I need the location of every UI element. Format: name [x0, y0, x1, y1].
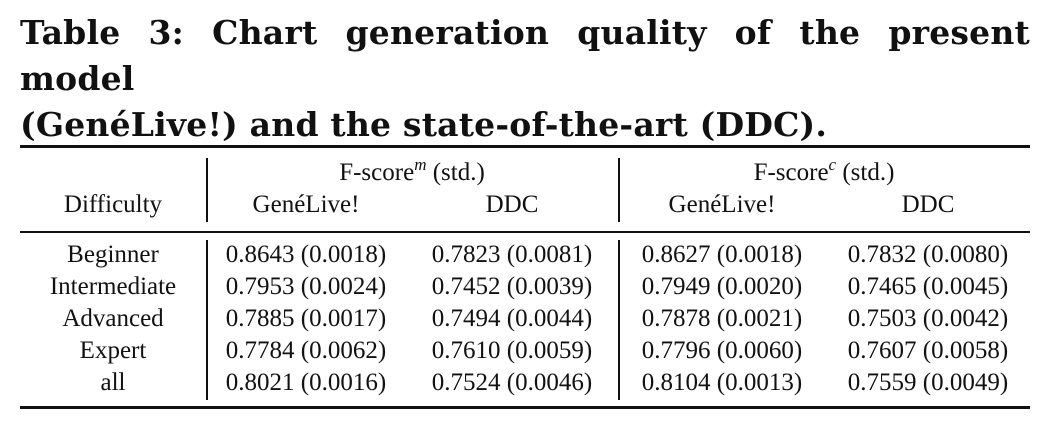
row-difficulty: Advanced — [62, 305, 164, 332]
table-cell: 0.7832 (0.0080) — [847, 241, 1009, 268]
table-cell: 0.7823 (0.0081) — [431, 241, 593, 268]
table-cell: 0.8643 (0.0018) — [225, 241, 387, 268]
table-cell: 0.7784 (0.0062) — [225, 337, 387, 364]
column-divider-1-body — [206, 240, 208, 400]
row-difficulty: Expert — [79, 337, 147, 364]
table-cell: 0.7503 (0.0042) — [847, 305, 1009, 332]
column-divider-2-body — [618, 240, 620, 400]
column-header-ddc-c: DDC — [901, 191, 955, 218]
row-difficulty: Beginner — [67, 241, 159, 268]
table-cell: 0.7796 (0.0060) — [641, 337, 803, 364]
table-cell: 0.7465 (0.0045) — [847, 273, 1009, 300]
column-header-ddc-m: DDC — [485, 191, 539, 218]
table-cell: 0.7949 (0.0020) — [641, 273, 803, 300]
table-cell: 0.7610 (0.0059) — [431, 337, 593, 364]
table-cell: 0.7452 (0.0039) — [431, 273, 593, 300]
table-cell: 0.7885 (0.0017) — [225, 305, 387, 332]
table-header-rule — [20, 231, 1030, 233]
group-header-fscore-c: F-scorec (std.) — [753, 155, 895, 186]
caption-line-2: (GenéLive!) and the state-of-the-art (DD… — [20, 105, 828, 144]
table-cell: 0.7607 (0.0058) — [847, 337, 1009, 364]
table-cell: 0.8627 (0.0018) — [641, 241, 803, 268]
table-cell: 0.7878 (0.0021) — [641, 305, 803, 332]
table-cell: 0.7524 (0.0046) — [431, 369, 593, 396]
table-cell: 0.7953 (0.0024) — [225, 273, 387, 300]
column-header-genelive-m: GenéLive! — [252, 191, 360, 218]
column-divider-2 — [618, 158, 620, 222]
table-top-rule — [20, 145, 1030, 148]
table-cell: 0.8021 (0.0016) — [225, 369, 387, 396]
row-difficulty: Intermediate — [49, 273, 177, 300]
row-difficulty: all — [100, 369, 126, 396]
table-cell: 0.7559 (0.0049) — [847, 369, 1009, 396]
table-cell: 0.7494 (0.0044) — [431, 305, 593, 332]
column-divider-1 — [206, 158, 208, 222]
column-header-difficulty: Difficulty — [63, 191, 163, 218]
column-header-genelive-c: GenéLive! — [668, 191, 776, 218]
table-cell: 0.8104 (0.0013) — [641, 369, 803, 396]
caption-line-1: Table 3: Chart generation quality of the… — [20, 13, 1030, 98]
table-bottom-rule — [20, 406, 1030, 409]
table-caption: Table 3: Chart generation quality of the… — [20, 10, 1030, 148]
group-header-fscore-m: F-scorem (std.) — [339, 155, 485, 186]
